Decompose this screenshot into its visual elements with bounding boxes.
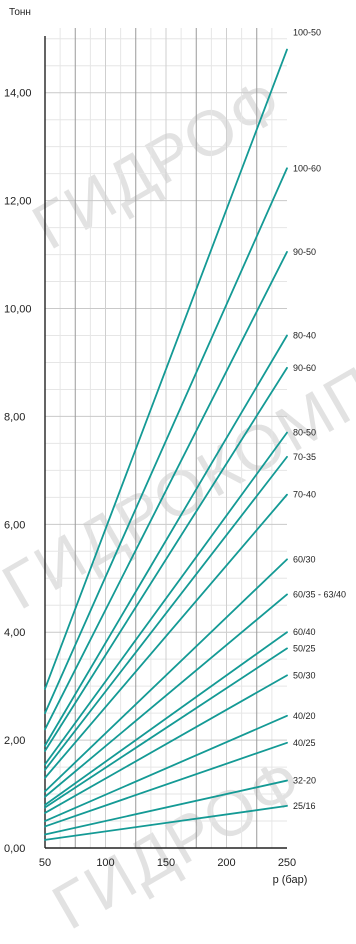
series-label: 40/25 [293,738,316,748]
chart: 0,00 2,00 4,00 6,00 8,00 10,00 12,00 14,00 50 100… [4,7,346,886]
series-line-60-40 [44,631,288,806]
series-label: 100-60 [293,163,321,173]
series-line-40-25 [44,741,288,828]
series-label: 32-20 [293,776,316,786]
series-label: 100-50 [293,27,321,37]
series-label: 80-50 [293,428,316,438]
series-label: 90-60 [293,363,316,373]
series-line-25-16 [44,805,288,841]
series-line-90-50 [44,250,288,731]
series-label: 50/30 [293,670,316,680]
y-axis-label: Тонн [9,7,31,18]
x-tick-label: 150 [157,857,175,869]
series-line-60-30 [44,558,288,793]
series-line-50-30 [44,674,288,814]
series-lines [44,48,288,841]
series-line-80-50 [44,431,288,766]
y-tick-label: 10,00 [4,304,32,316]
series-line-70-40 [44,493,288,779]
series-label: 50/25 [293,643,316,653]
x-tick-label: 200 [217,857,235,869]
series-label: 90-50 [293,247,316,257]
y-tick-label: 12,00 [4,196,32,208]
series-line-90-60 [44,366,288,752]
series-label: 80-40 [293,331,316,341]
series-label: 25/16 [293,801,316,811]
series-line-70-35 [44,455,288,771]
x-tick-label: 50 [39,857,51,869]
x-axis-label: p (бар) [273,874,308,886]
y-tick-label: 4,00 [4,627,25,639]
y-tick-label: 2,00 [4,735,25,747]
y-tick-label: 8,00 [4,411,25,423]
series-label: 60/35 - 63/40 [293,589,346,599]
series-line-40-20 [44,714,288,822]
series-label: 40/20 [293,711,316,721]
y-tick-label: 6,00 [4,519,25,531]
grid-major [45,28,287,848]
series-line-32-20 [44,779,288,836]
series-line-100-60 [44,167,288,715]
series-label: 70-40 [293,490,316,500]
y-tick-label: 0,00 [4,843,25,855]
series-line-60-35-63-40 [44,593,288,798]
tick-labels: 0,00 2,00 4,00 6,00 8,00 10,00 12,00 14,00 50 100… [4,88,296,869]
series-label: 60/30 [293,554,316,564]
x-tick-label: 100 [96,857,114,869]
x-tick-label: 250 [278,857,296,869]
series-labels: 100-50 100-60 90-50 80-40 90-60 80-50 70-35 70-… [293,27,346,811]
series-line-50-25 [44,647,288,809]
y-tick-label: 14,00 [4,88,32,100]
series-label: 70-35 [293,452,316,462]
series-line-80-40 [44,334,288,747]
series-line-100-50 [44,48,288,690]
series-label: 60/40 [293,627,316,637]
